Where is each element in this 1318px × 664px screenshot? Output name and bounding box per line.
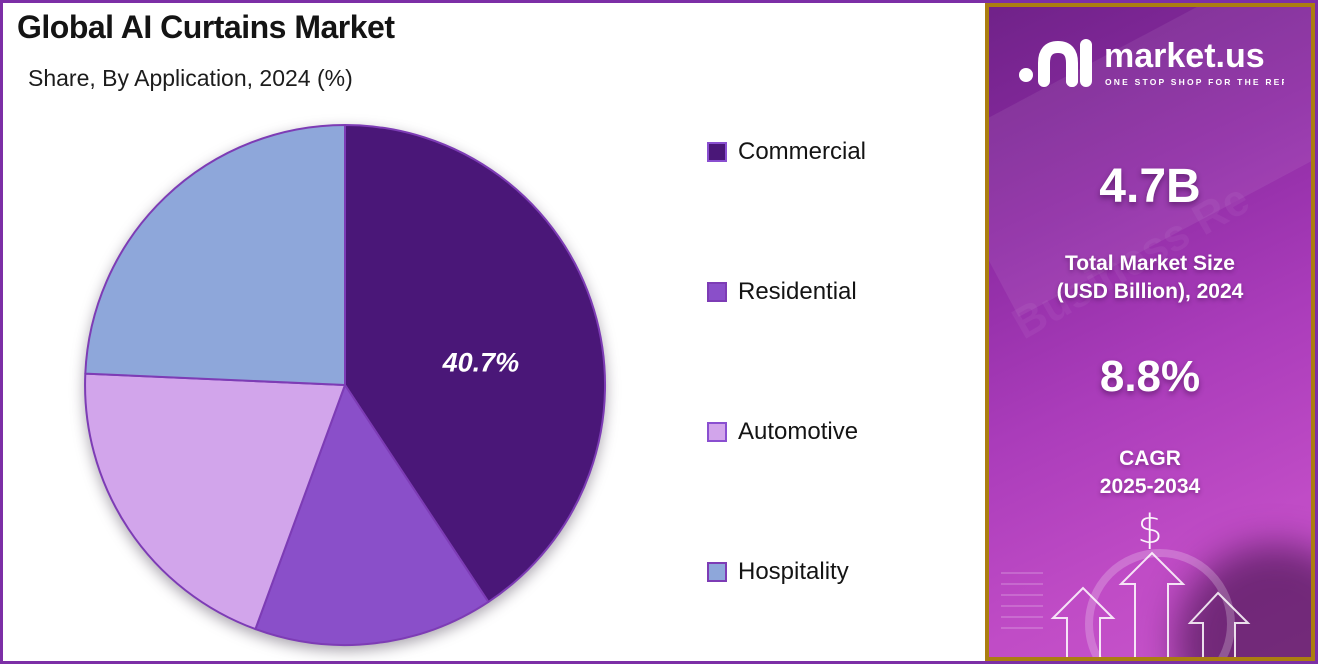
legend-item-hospitality: Hospitality [707, 558, 849, 585]
market-size-caption-line2: (USD Billion), 2024 [1056, 280, 1244, 304]
legend-swatch-automotive [707, 422, 727, 442]
dollar-icon: $ [1137, 507, 1163, 553]
market-size-caption-line1: Total Market Size [1065, 252, 1235, 275]
legend-item-residential: Residential [707, 278, 857, 305]
svg-text:ONE STOP SHOP FOR THE REPORTS: ONE STOP SHOP FOR THE REPORTS [1105, 77, 1284, 87]
photo-cup-ring [1085, 549, 1235, 657]
legend-item-commercial: Commercial [707, 138, 867, 165]
legend-label: Residential [738, 278, 857, 305]
pie-slice-residential [254, 384, 490, 647]
pie-chart: 40.7% [84, 124, 607, 647]
marketus-logo-icon: market.us ONE STOP SHOP FOR THE REPORTS [1019, 37, 1284, 87]
legend-label: Hospitality [738, 558, 849, 585]
brand-sidebar: Business Re [985, 3, 1315, 661]
legend-item-automotive: Automotive [707, 418, 859, 445]
page-subtitle: Share, By Application, 2024 (%) [28, 65, 353, 91]
cagr-caption-line2: 2025-2034 [1099, 475, 1201, 499]
legend-swatch-residential [707, 282, 727, 302]
cagr-value: 8.8% [1099, 352, 1201, 401]
cagr-caption: CAGR 2025-2034 [989, 445, 1311, 502]
svg-text:market.us: market.us [1104, 37, 1265, 75]
cagr-caption-line1: CAGR [1119, 447, 1181, 470]
marketus-logo: market.us ONE STOP SHOP FOR THE REPORTS [989, 23, 1311, 97]
pie-data-label: 40.7% [442, 348, 520, 378]
pie-slice-hospitality [84, 124, 346, 386]
page-title: Global AI Curtains Market [17, 9, 395, 45]
legend-swatch-hospitality [707, 562, 727, 582]
photo-document-lines [1001, 572, 1043, 638]
market-size-caption: Total Market Size (USD Billion), 2024 [989, 250, 1311, 307]
chart-panel: Global AI Curtains Market Share, By Appl… [3, 3, 985, 661]
pie-slice-automotive [84, 372, 346, 631]
growth-arrows-icon [1050, 551, 1251, 657]
market-size-value: 4.7B [1099, 160, 1201, 213]
legend-swatch-commercial [707, 142, 727, 162]
legend-label: Commercial [738, 138, 867, 165]
legend-label: Automotive [738, 418, 859, 445]
